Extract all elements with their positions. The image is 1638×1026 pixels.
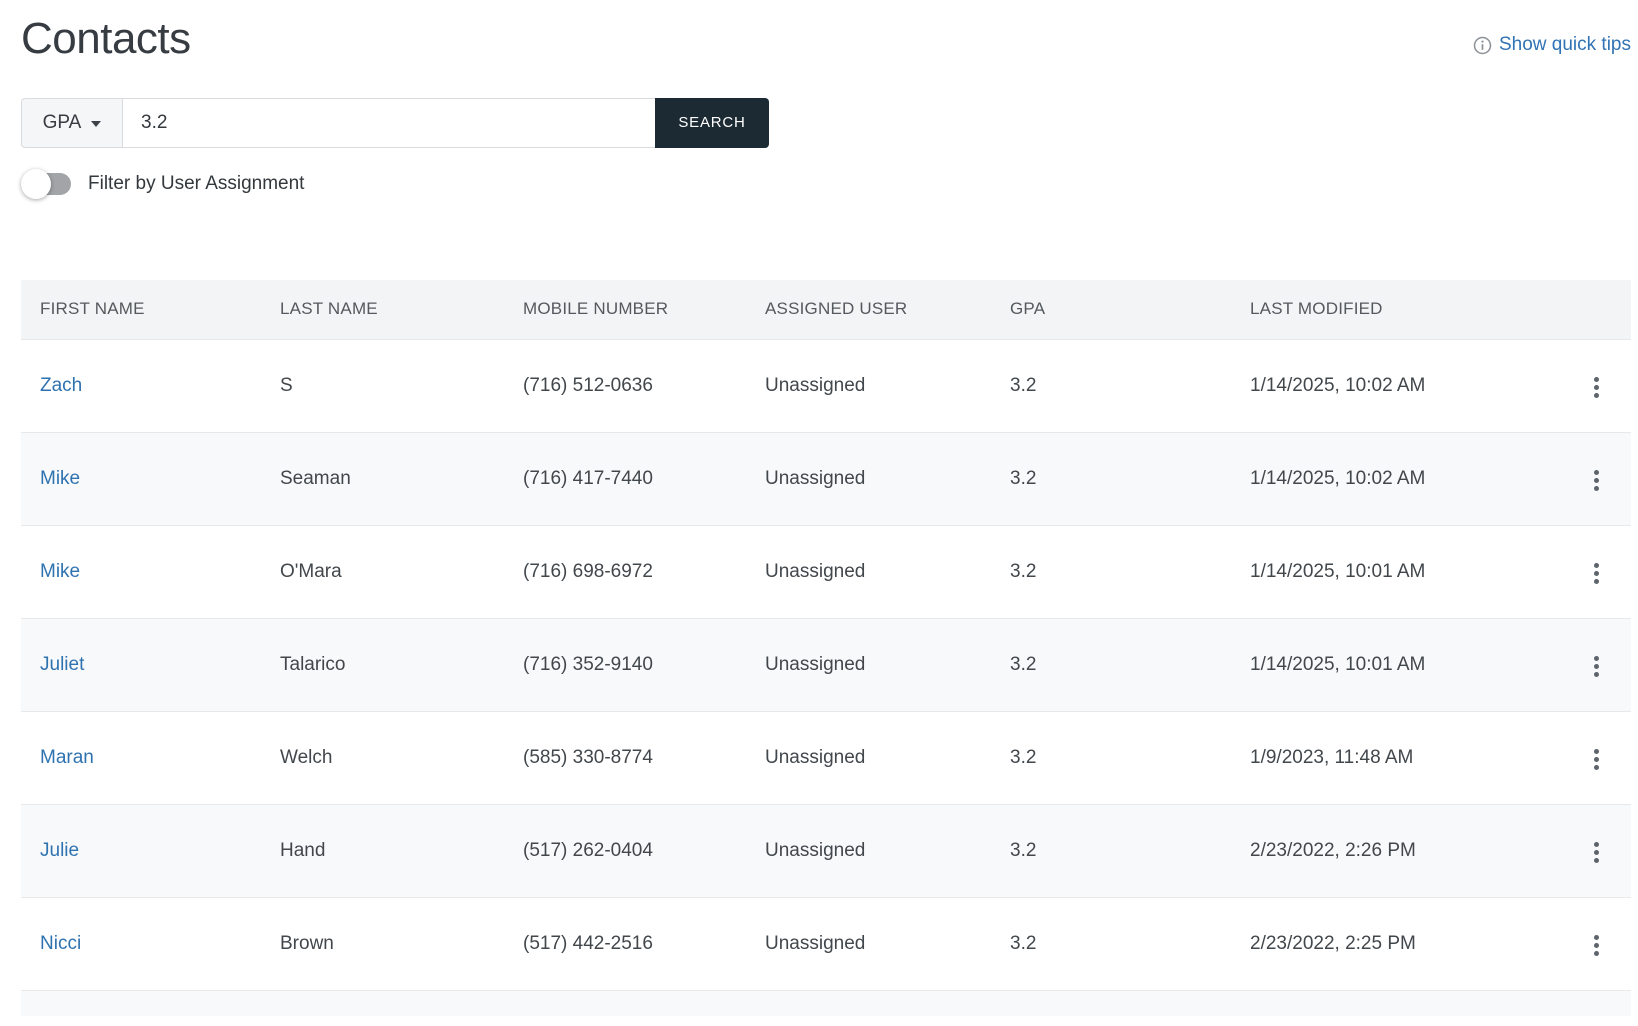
page-title: Contacts — [21, 14, 191, 63]
cell-last-modified: 2/23/2022, 2:26 PM — [1231, 804, 1561, 898]
cell-mobile: (585) 330-8774 — [504, 711, 746, 805]
cell-last-name: Talarico — [261, 618, 504, 712]
column-header-last-modified: LAST MODIFIED — [1231, 279, 1561, 340]
row-menu-kebab-icon[interactable] — [1584, 369, 1609, 406]
row-actions-cell — [1561, 804, 1631, 898]
assignment-filter-toggle[interactable] — [21, 168, 71, 199]
row-actions-cell — [1561, 711, 1631, 805]
row-menu-kebab-icon[interactable] — [1584, 834, 1609, 871]
contact-first-name-link[interactable]: Julie — [40, 840, 80, 862]
table-row-partial — [21, 990, 1631, 1016]
cell-assigned-user: Unassigned — [746, 711, 991, 805]
cell-last-name: Seaman — [261, 432, 504, 526]
search-field-dropdown-value: GPA — [42, 111, 82, 133]
column-header-mobile-number: MOBILE NUMBER — [504, 279, 746, 340]
cell-mobile: (716) 352-9140 — [504, 618, 746, 712]
contact-first-name-link[interactable]: Mike — [40, 561, 81, 583]
cell-mobile: (716) 512-0636 — [504, 339, 746, 433]
cell-last-name: Brown — [261, 897, 504, 991]
cell-gpa: 3.2 — [991, 711, 1231, 805]
row-menu-kebab-icon[interactable] — [1584, 648, 1609, 685]
cell-gpa: 3.2 — [991, 618, 1231, 712]
contact-first-name-link[interactable]: Nicci — [40, 933, 82, 955]
cell-mobile: (716) 698-6972 — [504, 525, 746, 619]
cell-first-name: Mike — [21, 525, 261, 619]
cell-first-name: Juliet — [21, 618, 261, 712]
cell-mobile: (716) 417-7440 — [504, 432, 746, 526]
cell-gpa: 3.2 — [991, 804, 1231, 898]
row-menu-kebab-icon[interactable] — [1584, 462, 1609, 499]
cell-first-name: Zach — [21, 339, 261, 433]
cell-last-modified: 1/9/2023, 11:48 AM — [1231, 711, 1561, 805]
toggle-knob — [21, 168, 51, 199]
cell-first-name: Nicci — [21, 897, 261, 991]
row-actions-cell — [1561, 432, 1631, 526]
contacts-table: FIRST NAME LAST NAME MOBILE NUMBER ASSIG… — [21, 279, 1631, 1016]
row-actions-cell — [1561, 525, 1631, 619]
column-header-assigned-user: ASSIGNED USER — [746, 279, 991, 340]
cell-assigned-user: Unassigned — [746, 897, 991, 991]
chevron-down-icon — [91, 120, 102, 127]
info-icon — [1473, 36, 1492, 55]
column-header-gpa: GPA — [991, 279, 1231, 340]
cell-first-name: Julie — [21, 804, 261, 898]
cell-last-modified: 2/23/2022, 2:25 PM — [1231, 897, 1561, 991]
cell-gpa: 3.2 — [991, 525, 1231, 619]
show-quick-tips-link[interactable]: Show quick tips — [1473, 34, 1631, 56]
cell-last-modified: 1/14/2025, 10:01 AM — [1231, 525, 1561, 619]
cell-last-name: S — [261, 339, 504, 433]
table-row: Juliet Talarico (716) 352-9140 Unassigned 3.… — [21, 618, 1631, 712]
cell-gpa: 3.2 — [991, 897, 1231, 991]
cell-assigned-user: Unassigned — [746, 618, 991, 712]
cell-assigned-user: Unassigned — [746, 339, 991, 433]
row-menu-kebab-icon[interactable] — [1584, 555, 1609, 592]
contacts-page: Contacts Show quick tips GPA SEARCH Filt… — [0, 14, 1631, 1016]
assignment-filter-row: Filter by User Assignment — [21, 168, 1631, 199]
page-header: Contacts Show quick tips — [21, 14, 1631, 65]
column-header-actions — [1561, 279, 1631, 340]
contact-first-name-link[interactable]: Juliet — [40, 654, 85, 676]
assignment-filter-label: Filter by User Assignment — [88, 172, 305, 194]
table-row: Julie Hand (517) 262-0404 Unassigned 3.2 2/23… — [21, 804, 1631, 898]
search-bar: GPA SEARCH — [21, 97, 769, 148]
cell-last-name: Welch — [261, 711, 504, 805]
contacts-table-body: Zach S (716) 512-0636 Unassigned 3.2 1/14/202… — [21, 339, 1631, 1016]
contact-first-name-link[interactable]: Maran — [40, 747, 94, 769]
row-menu-kebab-icon[interactable] — [1584, 927, 1609, 964]
search-field-dropdown[interactable]: GPA — [21, 97, 122, 148]
row-actions-cell — [1561, 618, 1631, 712]
table-row: Mike Seaman (716) 417-7440 Unassigned 3.2 1/1… — [21, 432, 1631, 526]
cell-last-modified: 1/14/2025, 10:01 AM — [1231, 618, 1561, 712]
contacts-table-header: FIRST NAME LAST NAME MOBILE NUMBER ASSIG… — [21, 279, 1631, 340]
cell-last-modified: 1/14/2025, 10:02 AM — [1231, 339, 1561, 433]
cell-last-name: Hand — [261, 804, 504, 898]
cell-assigned-user: Unassigned — [746, 432, 991, 526]
table-row: Mike O'Mara (716) 698-6972 Unassigned 3.2 1/1… — [21, 525, 1631, 619]
cell-assigned-user: Unassigned — [746, 804, 991, 898]
cell-mobile: (517) 442-2516 — [504, 897, 746, 991]
cell-last-modified: 1/14/2025, 10:02 AM — [1231, 432, 1561, 526]
row-actions-cell — [1561, 339, 1631, 433]
cell-gpa: 3.2 — [991, 432, 1231, 526]
table-row: Maran Welch (585) 330-8774 Unassigned 3.2 1/9… — [21, 711, 1631, 805]
cell-mobile: (517) 262-0404 — [504, 804, 746, 898]
cell-last-name: O'Mara — [261, 525, 504, 619]
show-quick-tips-label: Show quick tips — [1498, 34, 1631, 55]
search-input[interactable] — [122, 97, 655, 148]
table-row: Zach S (716) 512-0636 Unassigned 3.2 1/14/202… — [21, 339, 1631, 433]
search-button[interactable]: SEARCH — [655, 97, 769, 148]
contact-first-name-link[interactable]: Mike — [40, 468, 81, 490]
row-actions-cell — [1561, 897, 1631, 991]
cell-first-name: Maran — [21, 711, 261, 805]
cell-gpa: 3.2 — [991, 339, 1231, 433]
column-header-last-name: LAST NAME — [261, 279, 504, 340]
cell-first-name: Mike — [21, 432, 261, 526]
row-menu-kebab-icon[interactable] — [1584, 741, 1609, 778]
column-header-first-name: FIRST NAME — [21, 279, 261, 340]
table-row: Nicci Brown (517) 442-2516 Unassigned 3.2 2/2… — [21, 897, 1631, 991]
cell-assigned-user: Unassigned — [746, 525, 991, 619]
contact-first-name-link[interactable]: Zach — [40, 375, 83, 397]
